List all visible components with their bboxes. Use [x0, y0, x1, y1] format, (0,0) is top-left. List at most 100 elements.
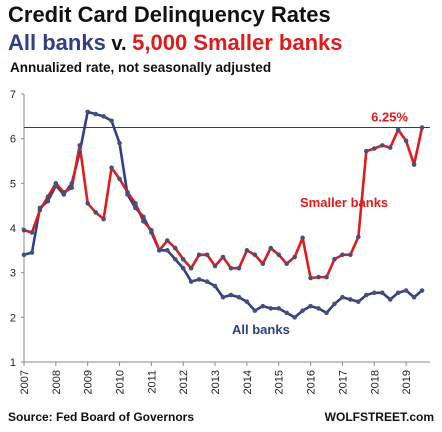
data-point-all-banks [109, 118, 114, 124]
data-point-all-banks [220, 294, 226, 300]
y-tick-label: 4 [10, 223, 16, 235]
reference-line-label: 6.25% [371, 110, 408, 125]
data-point-smaller-banks [379, 143, 385, 148]
data-point-all-banks [172, 256, 178, 262]
data-point-smaller-banks [157, 248, 162, 253]
data-point-smaller-banks [45, 194, 51, 200]
data-point-smaller-banks [356, 234, 361, 240]
data-point-all-banks [268, 306, 274, 311]
data-point-all-banks [29, 250, 35, 255]
data-point-all-banks [164, 248, 170, 253]
chart-note: Annualized rate, not seasonally adjusted [10, 60, 272, 75]
y-tick-label: 5 [10, 178, 16, 190]
data-point-smaller-banks [77, 143, 83, 148]
subtitle-versus: v. [105, 33, 133, 55]
data-point-smaller-banks [403, 138, 409, 144]
data-point-smaller-banks [133, 201, 138, 206]
data-point-all-banks [236, 294, 242, 300]
data-point-smaller-banks [316, 274, 321, 280]
data-point-all-banks [348, 297, 353, 302]
data-point-smaller-banks [180, 256, 186, 262]
data-point-all-banks [395, 290, 401, 296]
data-point-all-banks [244, 299, 250, 305]
data-point-smaller-banks [395, 127, 401, 133]
data-point-smaller-banks [324, 274, 329, 280]
x-tick-label: 2010 [115, 370, 127, 394]
data-point-smaller-banks [61, 189, 67, 195]
y-tick-label: 7 [10, 89, 16, 101]
data-point-all-banks [69, 181, 75, 186]
data-point-smaller-banks [364, 148, 369, 154]
data-point-smaller-banks [419, 125, 425, 130]
data-point-smaller-banks [196, 252, 202, 258]
data-point-all-banks [340, 294, 345, 300]
data-point-all-banks [141, 214, 146, 220]
brand-label: WOLFSTREET.com [324, 410, 434, 424]
data-point-smaller-banks [125, 189, 130, 195]
x-tick-label: 2013 [210, 370, 222, 394]
data-point-all-banks [379, 290, 385, 296]
data-point-all-banks [419, 288, 425, 293]
x-tick-label: 2019 [401, 370, 413, 394]
data-point-smaller-banks [172, 245, 178, 251]
data-point-smaller-banks [228, 265, 234, 271]
data-point-smaller-banks [220, 254, 226, 260]
data-point-smaller-banks [411, 162, 417, 167]
data-point-all-banks [180, 265, 186, 271]
subtitle-all-banks: All banks [8, 30, 106, 55]
data-point-all-banks [212, 283, 218, 289]
x-tick-label: 2008 [51, 370, 63, 394]
x-tick-label: 2018 [369, 370, 381, 394]
x-tick-label: 2016 [306, 370, 318, 394]
y-tick-label: 6 [10, 134, 16, 146]
data-point-all-banks [101, 114, 106, 119]
x-tick-label: 2011 [146, 370, 158, 394]
data-point-smaller-banks [117, 176, 122, 182]
data-point-all-banks [356, 299, 361, 305]
data-point-all-banks [371, 290, 377, 296]
data-point-smaller-banks [332, 256, 337, 262]
data-point-all-banks [332, 301, 337, 307]
data-point-all-banks [85, 109, 90, 115]
data-point-smaller-banks [29, 230, 35, 235]
x-tick-label: 2007 [19, 370, 31, 394]
y-tick-label: 2 [10, 312, 16, 324]
data-point-smaller-banks [340, 252, 345, 258]
chart-title: Credit Card Delinquency Rates [8, 2, 331, 27]
y-tick-label: 3 [10, 268, 16, 280]
chart-subtitle: All banks v. 5,000 Smaller banks [8, 30, 342, 56]
data-point-smaller-banks [252, 252, 258, 258]
data-point-all-banks [292, 315, 297, 320]
annotation-smaller-banks: Smaller banks [300, 195, 388, 210]
data-point-smaller-banks [204, 252, 210, 258]
data-point-all-banks [252, 308, 258, 313]
data-point-all-banks [21, 252, 27, 258]
data-point-smaller-banks [387, 145, 393, 150]
data-point-smaller-banks [109, 165, 114, 170]
data-point-smaller-banks [308, 275, 313, 281]
data-point-smaller-banks [149, 227, 154, 233]
data-point-smaller-banks [348, 252, 353, 258]
data-point-smaller-banks [101, 216, 106, 222]
data-point-all-banks [411, 294, 417, 300]
data-point-all-banks [204, 279, 210, 284]
data-point-all-banks [77, 149, 83, 155]
x-tick-label: 2014 [242, 370, 254, 394]
data-point-all-banks [316, 306, 321, 311]
data-point-smaller-banks [292, 254, 297, 260]
data-point-smaller-banks [21, 227, 27, 233]
data-point-smaller-banks [300, 235, 305, 241]
data-point-all-banks [364, 292, 369, 298]
data-point-smaller-banks [284, 261, 290, 267]
data-point-all-banks [387, 297, 393, 302]
x-tick-label: 2009 [83, 370, 95, 394]
data-point-smaller-banks [212, 263, 218, 269]
data-point-smaller-banks [244, 248, 250, 253]
data-point-all-banks [300, 308, 305, 313]
data-point-smaller-banks [85, 201, 90, 206]
data-point-smaller-banks [93, 210, 98, 215]
data-point-smaller-banks [236, 265, 242, 271]
data-point-smaller-banks [371, 146, 377, 151]
data-point-all-banks [284, 310, 290, 316]
subtitle-smaller-banks: 5,000 Smaller banks [132, 30, 343, 55]
